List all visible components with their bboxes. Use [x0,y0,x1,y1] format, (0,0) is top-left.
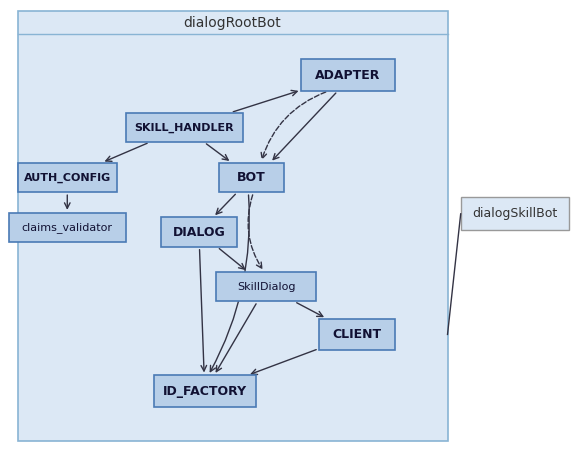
Text: ID_FACTORY: ID_FACTORY [163,385,247,398]
FancyBboxPatch shape [126,113,243,142]
Text: ADAPTER: ADAPTER [315,69,381,81]
Text: dialogSkillBot: dialogSkillBot [472,207,558,220]
FancyBboxPatch shape [216,272,316,301]
Text: SKILL_HANDLER: SKILL_HANDLER [135,122,234,132]
Text: DIALOG: DIALOG [173,226,225,238]
FancyBboxPatch shape [153,375,256,407]
Text: BOT: BOT [237,171,266,184]
FancyBboxPatch shape [161,217,237,247]
Text: claims_validator: claims_validator [22,222,113,233]
FancyBboxPatch shape [219,162,284,192]
Text: dialogRootBot: dialogRootBot [184,16,281,30]
FancyBboxPatch shape [18,162,117,192]
FancyBboxPatch shape [319,318,395,350]
Text: AUTH_CONFIG: AUTH_CONFIG [23,172,111,182]
FancyBboxPatch shape [301,59,395,91]
FancyBboxPatch shape [461,197,569,230]
Text: SkillDialog: SkillDialog [237,282,295,292]
FancyBboxPatch shape [18,11,448,441]
Text: CLIENT: CLIENT [332,328,381,341]
FancyBboxPatch shape [9,213,126,242]
